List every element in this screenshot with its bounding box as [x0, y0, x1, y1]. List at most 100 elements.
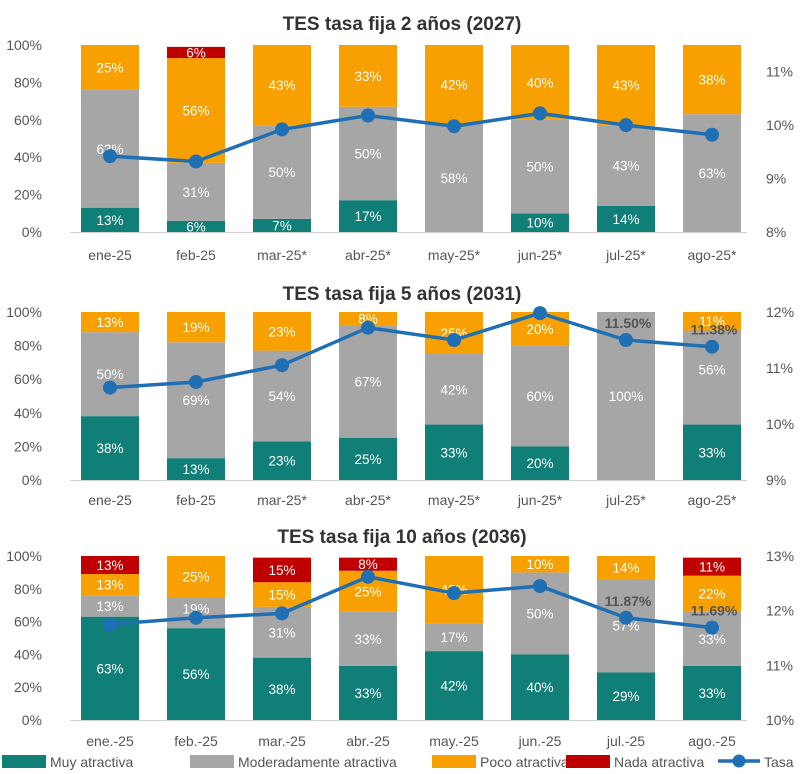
bar-value-label: 13% — [96, 213, 123, 228]
bar-value-label: 20% — [526, 456, 553, 471]
bar-value-label: 54% — [268, 389, 295, 404]
bar-value-label: 69% — [182, 393, 209, 408]
rate-point — [189, 375, 203, 389]
bar-segment-muy — [81, 616, 139, 720]
bar-segment-moderada — [339, 611, 397, 666]
bar-value-label: 38% — [268, 682, 295, 697]
chart-panel-2: TES tasa fija 5 años (2031) 0% 20% 40% 60% 80… — [6, 284, 794, 508]
bar-segment-poco — [597, 45, 655, 126]
y2-tick-label: 11% — [766, 64, 793, 80]
bar-value-label: 6% — [186, 45, 206, 60]
rate-value-label: 11.69% — [691, 603, 738, 619]
bar-segment-muy — [683, 424, 741, 480]
bar-segment-muy — [253, 218, 311, 232]
bar-value-label: 38% — [96, 441, 123, 456]
bar-segment-nada — [253, 557, 311, 583]
bar-value-label: 50% — [526, 606, 553, 621]
bar-segment-muy — [425, 424, 483, 480]
bar-value-label: 33% — [440, 445, 467, 460]
rate-point — [533, 106, 547, 121]
bar-segment-nada — [81, 556, 139, 575]
bar-segment-muy — [339, 200, 397, 232]
rate-point — [447, 333, 461, 347]
bar-value-label: 13% — [96, 599, 123, 614]
y-tick-label: 0% — [22, 712, 42, 728]
bar-value-label: 100% — [609, 389, 644, 404]
chart-title: TES tasa fija 10 años (2036) — [277, 527, 526, 548]
bar-segment-poco — [683, 575, 741, 612]
bar-segment-poco — [81, 574, 139, 596]
rate-point — [103, 617, 117, 632]
y-tick-label: 80% — [14, 74, 42, 90]
rate-point — [619, 610, 633, 625]
bar-segment-moderada — [81, 332, 139, 417]
bar-segment-poco — [167, 312, 225, 343]
bar-segment-moderada — [425, 354, 483, 425]
rate-point — [447, 586, 461, 601]
bar-segment-poco — [597, 556, 655, 579]
rate-point — [705, 127, 719, 142]
legend-marker-tasa — [732, 754, 746, 768]
bar-value-label: 33% — [354, 632, 381, 647]
bar-value-label: 40% — [526, 680, 553, 695]
y2-tick-label: 12% — [766, 304, 794, 320]
bar-segment-poco — [339, 45, 397, 107]
bar-value-label: 14% — [612, 212, 639, 227]
rate-line — [109, 111, 713, 164]
x-tick-label: ago-25* — [687, 492, 737, 508]
x-tick-label: jun-25* — [517, 492, 563, 508]
x-tick-label: abr-25* — [345, 247, 391, 263]
y-tick-label: 80% — [14, 338, 42, 354]
bar-segment-moderada — [597, 125, 655, 206]
bar-segment-poco — [167, 556, 225, 597]
chart-title: TES tasa fija 5 años (2031) — [283, 284, 522, 305]
x-tick-label: abr-25* — [345, 492, 391, 508]
legend-label-moderada: Moderadamente atractiva — [238, 754, 397, 770]
bar-segment-moderada — [511, 119, 569, 214]
bar-value-label: 23% — [268, 324, 295, 339]
bar-value-label: 25% — [354, 584, 381, 599]
x-tick-label: feb-25 — [176, 492, 216, 508]
bar-value-label: 31% — [182, 185, 209, 200]
bar-segment-moderada — [511, 345, 569, 447]
bar-segment-muy — [683, 665, 741, 720]
bar-value-label: 63% — [698, 166, 725, 181]
bar-value-label: 19% — [182, 602, 209, 617]
bar-segment-poco — [511, 556, 569, 573]
x-tick-label: mar-25* — [257, 492, 307, 508]
bar-segment-muy — [167, 458, 225, 480]
rate-point — [705, 339, 719, 354]
bar-value-label: 42% — [440, 679, 467, 694]
x-tick-label: jul-25* — [605, 247, 646, 263]
x-tick-label: ene-25 — [88, 247, 132, 263]
bar-value-label: 6% — [186, 219, 206, 234]
x-tick-label: mar-25* — [257, 247, 307, 263]
bar-segment-muy — [511, 654, 569, 720]
y-tick-label: 60% — [14, 112, 42, 128]
bar-segment-muy — [81, 207, 139, 232]
x-tick-label: ene.-25 — [86, 733, 134, 749]
y-tick-label: 20% — [14, 438, 42, 454]
x-tick-label: jul-25* — [605, 492, 646, 508]
y2-tick-label: 13% — [766, 548, 794, 564]
bar-segment-moderada — [81, 89, 139, 208]
y-tick-label: 0% — [22, 224, 42, 240]
bar-value-label: 40% — [526, 75, 553, 90]
rate-point — [103, 380, 117, 395]
bar-value-label: 15% — [268, 588, 295, 603]
bar-value-label: 38% — [698, 73, 725, 88]
bar-segment-moderada — [425, 623, 483, 652]
bar-segment-muy — [425, 651, 483, 720]
bar-value-label: 43% — [268, 78, 295, 93]
bar-value-label: 50% — [96, 367, 123, 382]
bar-value-label: 22% — [698, 587, 725, 602]
y-tick-label: 60% — [14, 371, 42, 387]
bar-segment-poco — [425, 45, 483, 124]
y-tick-label: 100% — [6, 304, 42, 320]
bar-value-label: 25% — [96, 60, 123, 75]
rate-point — [103, 149, 117, 164]
bar-value-label: 17% — [354, 209, 381, 224]
bar-segment-poco — [81, 45, 139, 90]
bar-segment-poco — [253, 312, 311, 351]
